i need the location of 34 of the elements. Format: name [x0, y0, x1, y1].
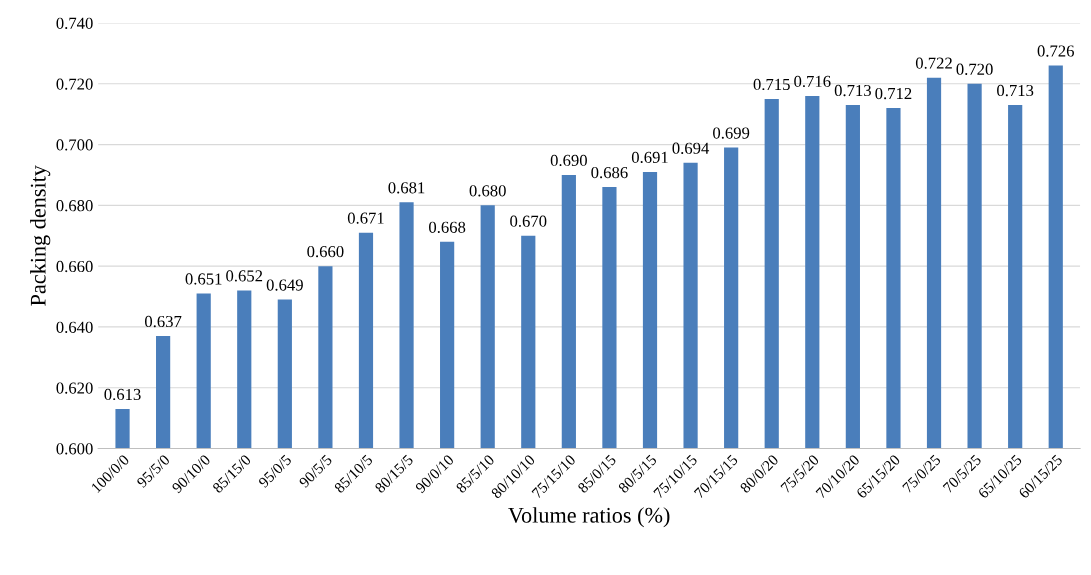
data-label: 0.713	[834, 84, 871, 97]
data-label: 0.668	[429, 221, 466, 233]
data-label: 0.660	[307, 245, 344, 258]
y-axis-title: Packing density	[30, 165, 51, 306]
y-tick-label: 0.620	[56, 382, 93, 394]
y-tick-label: 0.700	[56, 139, 93, 151]
y-tick-label: 0.680	[56, 200, 93, 212]
data-label: 0.722	[915, 57, 952, 69]
data-label: 0.681	[388, 182, 425, 194]
data-label: 0.637	[144, 315, 182, 328]
y-tick-label: 0.600	[56, 443, 93, 455]
y-tick-label: 0.660	[56, 260, 93, 273]
data-label: 0.691	[631, 151, 668, 164]
data-label: 0.699	[713, 127, 750, 139]
data-label: 0.670	[510, 215, 547, 227]
data-label: 0.716	[794, 75, 831, 88]
data-label: 0.671	[347, 212, 384, 224]
data-label: 0.694	[672, 142, 710, 154]
data-label: 0.651	[185, 273, 222, 285]
data-label: 0.720	[956, 63, 993, 75]
data-label: 0.690	[550, 154, 587, 167]
y-tick-label: 0.640	[56, 321, 93, 333]
data-label: 0.613	[104, 388, 141, 401]
data-label: 0.713	[997, 84, 1034, 97]
x-axis-title: Volume ratios (%)	[508, 507, 670, 528]
y-tick-label: 0.740	[56, 17, 93, 30]
data-label: 0.652	[226, 270, 263, 282]
data-label: 0.726	[1037, 45, 1074, 57]
data-label: 0.712	[875, 87, 912, 100]
data-label: 0.686	[591, 166, 628, 179]
data-label: 0.680	[469, 185, 506, 197]
y-tick-label: 0.720	[56, 78, 93, 90]
data-label: 0.649	[266, 279, 303, 291]
data-label: 0.715	[753, 78, 790, 91]
